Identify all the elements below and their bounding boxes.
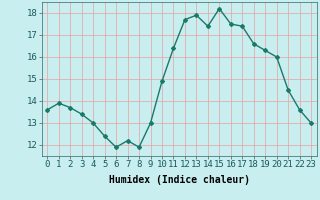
X-axis label: Humidex (Indice chaleur): Humidex (Indice chaleur) [109,175,250,185]
